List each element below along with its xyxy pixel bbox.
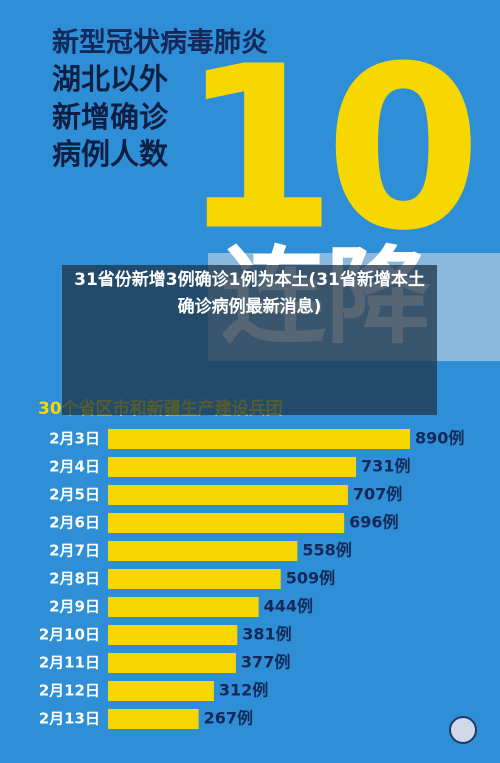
bar bbox=[108, 513, 345, 533]
bar bbox=[108, 541, 298, 561]
bar bbox=[108, 597, 259, 617]
bar bbox=[108, 569, 281, 589]
caption: 31省份新增3例确诊1例为本土(31省新增本土确诊病例最新消息) bbox=[74, 270, 425, 317]
category-label: 2月10日 bbox=[39, 626, 100, 644]
bar bbox=[108, 429, 410, 449]
category-label: 2月11日 bbox=[39, 654, 100, 672]
value-label: 509例 bbox=[286, 569, 335, 588]
value-label: 707例 bbox=[353, 485, 402, 504]
value-label: 731例 bbox=[361, 457, 410, 476]
bar bbox=[108, 457, 357, 477]
category-label: 2月5日 bbox=[49, 486, 100, 504]
value-label: 381例 bbox=[242, 625, 291, 644]
category-label: 2月13日 bbox=[39, 710, 100, 728]
value-label: 377例 bbox=[241, 653, 290, 672]
caption-box: 31省份新增3例确诊1例为本土(31省新增本土确诊病例最新消息) bbox=[74, 270, 425, 317]
value-label: 267例 bbox=[204, 709, 253, 728]
headline-number: 10 bbox=[180, 19, 471, 281]
caption-band bbox=[62, 265, 437, 415]
value-label: 312例 bbox=[219, 681, 268, 700]
value-label: 890例 bbox=[415, 429, 464, 448]
category-label: 2月4日 bbox=[49, 458, 100, 476]
bar bbox=[108, 653, 236, 673]
category-label: 2月6日 bbox=[49, 514, 100, 532]
title-line: 病例人数 bbox=[52, 137, 169, 171]
logo bbox=[449, 716, 477, 744]
value-label: 558例 bbox=[302, 541, 351, 560]
category-label: 2月8日 bbox=[49, 570, 100, 588]
bar bbox=[108, 709, 199, 729]
bar bbox=[108, 485, 348, 505]
value-label: 696例 bbox=[349, 513, 398, 532]
title: 新型冠状病毒肺炎 bbox=[52, 27, 268, 59]
category-label: 2月3日 bbox=[49, 430, 100, 448]
value-label: 444例 bbox=[264, 597, 313, 616]
category-label: 2月7日 bbox=[49, 542, 100, 560]
category-label: 2月12日 bbox=[39, 682, 100, 700]
bar bbox=[108, 625, 238, 645]
bar bbox=[108, 681, 214, 701]
title-line: 湖北以外 bbox=[52, 62, 168, 96]
category-label: 2月9日 bbox=[49, 598, 100, 616]
title-line: 新增确诊 bbox=[52, 100, 169, 134]
